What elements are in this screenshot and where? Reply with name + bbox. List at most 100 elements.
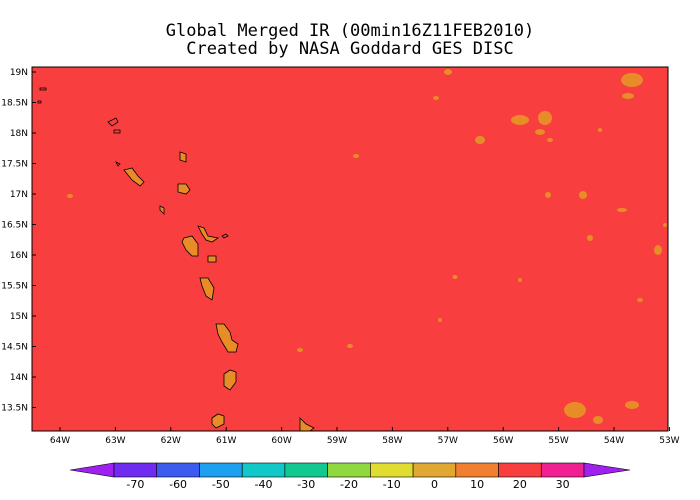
lat-tick-label: 17N xyxy=(10,190,28,200)
colorbar-label: 20 xyxy=(513,478,527,491)
cloud-patch xyxy=(621,73,643,87)
cloud-patch xyxy=(564,402,586,418)
island-outline xyxy=(215,323,239,353)
island-outline xyxy=(177,183,191,195)
cloud-patch xyxy=(622,93,634,99)
cloud-patch xyxy=(587,235,593,241)
lat-tick-label: 14.5N xyxy=(1,343,28,353)
lon-tick-label: 53W xyxy=(659,436,679,446)
colorbar-label: 10 xyxy=(470,478,484,491)
lat-tick-label: 19N xyxy=(10,68,28,78)
lat-tick-label: 15N xyxy=(10,312,28,322)
island-outline xyxy=(197,225,220,243)
lon-tick-label: 61W xyxy=(216,436,236,446)
island-outlines xyxy=(37,87,315,432)
lat-tick-label: 16.5N xyxy=(1,221,28,231)
lon-tick-label: 58W xyxy=(382,436,402,446)
cloud-patch xyxy=(538,111,552,125)
lon-tick-label: 54W xyxy=(604,436,624,446)
lon-tick-label: 60W xyxy=(271,436,291,446)
colorbar-label: -30 xyxy=(297,478,315,491)
colorbar-label: -50 xyxy=(212,478,230,491)
colorbar: -70 -60 -50 -40 -30 -20 -10 0 10 20 30 xyxy=(69,462,631,491)
colorbar-left-arrow xyxy=(69,462,115,478)
island-outline xyxy=(107,117,119,127)
colorbar-cell xyxy=(284,462,328,478)
lon-tick-label: 55W xyxy=(548,436,568,446)
cloud-patch xyxy=(518,278,522,282)
lat-tick-label: 18.5N xyxy=(1,99,28,109)
colorbar-cell xyxy=(241,462,286,478)
cloud-patch xyxy=(617,208,627,212)
island-outline xyxy=(115,161,121,167)
colorbar-cell xyxy=(156,462,200,478)
lon-tick-label: 63W xyxy=(105,436,125,446)
colorbar-cell xyxy=(540,462,585,478)
cloud-patch xyxy=(598,128,602,132)
lat-tick-label: 13.5N xyxy=(1,404,28,414)
cloud-patch xyxy=(637,298,643,302)
lon-tick-label: 59W xyxy=(327,436,347,446)
lat-tick-label: 14N xyxy=(10,373,28,383)
lon-tick-label: 56W xyxy=(493,436,513,446)
cloud-patch xyxy=(663,223,667,227)
cloud-patches xyxy=(67,69,667,424)
colorbar-label: -40 xyxy=(255,478,273,491)
cloud-patch xyxy=(67,194,73,198)
colorbar-cell xyxy=(370,462,414,478)
lon-tick-label: 57W xyxy=(438,436,458,446)
map-frame xyxy=(31,66,669,432)
colorbar-cell xyxy=(412,462,457,478)
cloud-patch xyxy=(347,344,353,348)
island-outline xyxy=(39,87,47,91)
cloud-patch xyxy=(438,318,442,322)
colorbar-label: -20 xyxy=(340,478,358,491)
cloud-patch xyxy=(353,154,359,158)
colorbar-label: 0 xyxy=(431,478,438,491)
island-outline xyxy=(181,235,199,257)
island-outline xyxy=(299,417,315,432)
latitude-axis: 19N 18.5N 18N 17.5N 17N 16.5N 16N 15.5N 15N 14.5N… xyxy=(1,68,36,414)
island-outline xyxy=(223,369,237,391)
colorbar-cell xyxy=(498,462,542,478)
lon-tick-label: 62W xyxy=(161,436,181,446)
colorbar-cell xyxy=(113,462,158,478)
longitude-axis: 64W 63W 62W 61W 60W 59W 58W 57W 56W 55W 54W 53W xyxy=(50,427,680,446)
title-line-2: Created by NASA Goddard GES DISC xyxy=(186,39,514,59)
cloud-patch xyxy=(579,191,587,199)
cloud-patch xyxy=(545,192,551,198)
colorbar-label: -10 xyxy=(383,478,401,491)
map-title: Global Merged IR (00min16Z11FEB2010) Cre… xyxy=(0,22,700,58)
island-outline xyxy=(211,413,225,429)
lon-tick-label: 64W xyxy=(50,436,70,446)
cloud-patch xyxy=(547,138,553,142)
colorbar-cell xyxy=(199,462,243,478)
colorbar-label: -60 xyxy=(169,478,187,491)
colorbar-right-arrow xyxy=(583,462,631,478)
island-outline xyxy=(37,100,42,104)
cloud-patch xyxy=(444,69,452,75)
colorbar-cell xyxy=(455,462,499,478)
colorbar-label: 30 xyxy=(556,478,570,491)
island-outline xyxy=(123,167,145,187)
cloud-patch xyxy=(625,401,639,409)
cloud-patch xyxy=(433,96,439,100)
cloud-patch xyxy=(654,245,662,255)
colorbar-label: -70 xyxy=(126,478,144,491)
cloud-patch xyxy=(475,136,485,144)
title-line-1: Global Merged IR (00min16Z11FEB2010) xyxy=(165,21,535,41)
lat-tick-label: 18N xyxy=(10,129,28,139)
colorbar-cell xyxy=(327,462,371,478)
island-outline xyxy=(179,151,187,163)
island-outline xyxy=(199,277,215,301)
cloud-patch xyxy=(593,416,603,424)
island-outline xyxy=(159,205,165,215)
lat-tick-label: 17.5N xyxy=(1,160,28,170)
island-outline xyxy=(207,255,217,263)
map-field xyxy=(32,67,668,431)
lat-tick-label: 16N xyxy=(10,251,28,261)
cloud-patch xyxy=(511,115,529,125)
island-outline xyxy=(221,233,229,239)
cloud-patch xyxy=(452,275,458,279)
